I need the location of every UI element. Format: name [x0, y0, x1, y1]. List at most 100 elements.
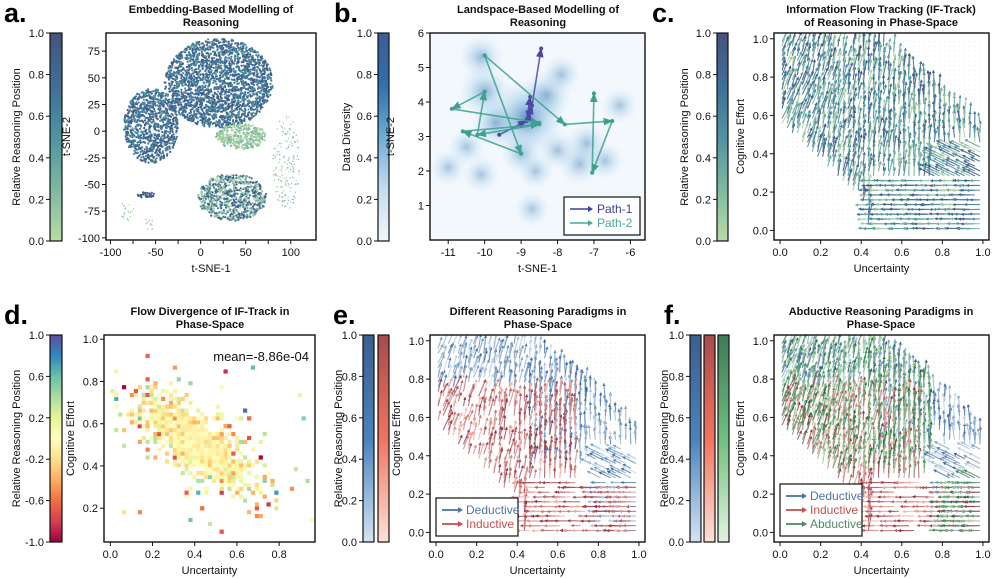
scatter-point — [147, 142, 150, 145]
scatter-point — [148, 93, 151, 96]
grid-dot — [812, 223, 813, 225]
scatter-point — [238, 118, 241, 121]
scatter-point — [243, 210, 247, 213]
grid-dot — [822, 228, 824, 229]
scatter-point — [238, 95, 242, 98]
scatter-point — [166, 108, 169, 111]
grid-dot — [786, 208, 788, 210]
scatter-point — [201, 101, 204, 104]
scatter-point — [223, 64, 226, 67]
scatter-point — [248, 199, 251, 202]
grid-dot — [791, 146, 793, 148]
scatter-point — [225, 194, 228, 197]
scatter-point — [231, 103, 234, 106]
scatter-point — [148, 155, 152, 158]
legend-label-path-2: Path-2 — [597, 216, 633, 230]
grid-dot — [786, 175, 788, 177]
scatter-point — [225, 210, 229, 213]
scatter-point — [265, 79, 268, 83]
scatter-point — [281, 204, 284, 207]
scatter-point — [168, 87, 171, 90]
scatter-point — [218, 41, 221, 44]
scatter-point — [263, 99, 266, 103]
scatter-point — [149, 223, 152, 226]
scatter-point — [214, 43, 217, 46]
grid-dot — [812, 199, 813, 201]
scatter-point — [230, 39, 233, 42]
scatter-point — [216, 123, 219, 126]
scatter-point — [176, 123, 179, 126]
scatter-point — [214, 80, 217, 83]
scatter-point — [130, 116, 133, 119]
scatter-point — [184, 83, 187, 86]
scatter-point — [260, 64, 263, 67]
scatter-point — [138, 93, 141, 96]
scatter-point — [232, 182, 235, 185]
scatter-point — [251, 48, 254, 51]
scatter-point — [199, 198, 202, 201]
scatter-point — [134, 95, 138, 98]
scatter-point — [210, 103, 213, 106]
grid-dot — [817, 204, 818, 205]
scatter-point — [201, 185, 204, 189]
scatter-point — [129, 130, 132, 133]
scatter-point — [243, 215, 246, 218]
scatter-point — [249, 55, 252, 58]
scatter-point — [269, 93, 272, 97]
grid-dot — [786, 156, 788, 157]
scatter-point — [152, 120, 155, 123]
grid-dot — [791, 204, 793, 205]
grid-dot — [802, 199, 803, 201]
scatter-point — [274, 147, 277, 149]
scatter-point — [243, 81, 246, 84]
grid-dot — [796, 189, 798, 191]
scatter-point — [215, 53, 218, 56]
scatter-point — [126, 109, 129, 112]
scatter-point — [177, 98, 180, 101]
scatter-point — [257, 54, 260, 57]
scatter-point — [255, 54, 258, 57]
scatter-point — [223, 185, 226, 188]
grid-dot — [781, 228, 783, 229]
scatter-point — [283, 190, 285, 192]
scatter-point — [178, 64, 181, 67]
scatter-point — [202, 197, 205, 200]
scatter-point — [242, 139, 245, 142]
scatter-point — [228, 178, 231, 181]
scatter-point — [176, 80, 179, 83]
scatter-point — [168, 82, 171, 85]
scatter-point — [192, 117, 195, 121]
scatter-point — [282, 156, 285, 158]
scatter-point — [247, 55, 250, 58]
scatter-point — [256, 65, 259, 69]
scatter-point — [288, 162, 291, 164]
scatter-point — [220, 69, 224, 72]
scatter-point — [232, 142, 235, 145]
grid-dot — [817, 132, 818, 134]
scatter-point — [141, 111, 145, 114]
scatter-point — [252, 90, 255, 93]
scatter-point — [139, 136, 143, 139]
scatter-point — [244, 75, 247, 79]
scatter-point — [240, 89, 243, 92]
scatter-point — [265, 65, 268, 68]
scatter-point — [213, 212, 216, 215]
scatter-point — [258, 110, 261, 113]
scatter-point — [211, 109, 214, 112]
grid-dot — [791, 194, 793, 196]
scatter-point — [287, 167, 289, 169]
scatter-point — [173, 86, 176, 90]
scatter-point — [261, 190, 264, 193]
scatter-point — [164, 94, 167, 97]
grid-dot — [786, 213, 788, 215]
scatter-point — [144, 116, 147, 120]
scatter-point — [175, 77, 178, 80]
scatter-point — [143, 95, 146, 98]
colorbar-tick-label: 0.4 — [29, 153, 44, 165]
scatter-point — [256, 94, 259, 97]
scatter-point — [265, 90, 268, 93]
scatter-point — [190, 66, 193, 70]
x-tick-label: -7 — [589, 247, 599, 259]
scatter-point — [129, 125, 132, 128]
scatter-point — [266, 67, 269, 70]
